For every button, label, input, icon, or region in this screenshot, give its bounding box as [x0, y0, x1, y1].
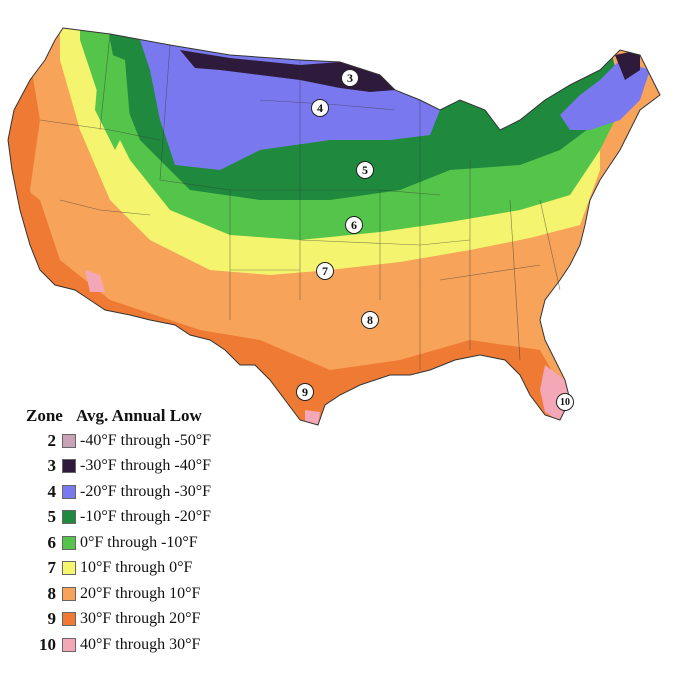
legend-zone-number: 7 — [47, 558, 57, 578]
legend-zone-number: 4 — [47, 481, 57, 501]
zone-legend: Zone Avg. Annual Low 2 -40°F through -50… — [26, 404, 211, 658]
legend-zone-number: 6 — [47, 532, 57, 552]
legend-swatch — [62, 535, 76, 550]
legend-range: 10°F through 0°F — [80, 559, 193, 577]
legend-row-zone-8: 8 20°F through 10°F — [26, 581, 211, 607]
zone-6-west-fill — [95, 50, 130, 150]
map-zone-5-label: 5 — [356, 161, 374, 179]
legend-row-zone-5: 5 -10°F through -20°F — [26, 505, 212, 531]
legend-row-zone-6: 6 0°F through -10°F — [26, 530, 211, 556]
zone-3-ne-fill — [615, 50, 640, 80]
legend-range: -20°F through -30°F — [80, 482, 212, 500]
legend-zone-header: Zone — [26, 406, 63, 425]
map-zone-4-label: 4 — [311, 99, 329, 117]
legend-zone-number: 10 — [39, 634, 56, 654]
map-zone-10-label: 10 — [556, 393, 574, 411]
legend-header: Zone Avg. Annual Low — [26, 404, 211, 428]
zone-10-ca-fill — [85, 270, 105, 292]
legend-swatch — [62, 586, 76, 601]
legend-range: 40°F through 30°F — [80, 635, 201, 653]
legend-range: 0°F through -10°F — [80, 533, 198, 551]
legend-zone-number: 8 — [47, 583, 57, 603]
legend-row-zone-9: 9 30°F through 20°F — [26, 607, 211, 633]
legend-zone-number: 9 — [47, 609, 57, 629]
legend-row-zone-7: 7 10°F through 0°F — [26, 556, 211, 582]
legend-swatch — [62, 510, 76, 525]
legend-low-header: Avg. Annual Low — [76, 406, 202, 425]
legend-swatch — [62, 484, 76, 499]
map-zone-9-label: 9 — [296, 383, 314, 401]
legend-swatch — [62, 637, 76, 652]
legend-swatch — [62, 612, 76, 627]
map-zone-3-label: 3 — [341, 69, 359, 87]
legend-range: -40°F through -50°F — [80, 431, 212, 449]
legend-range: 30°F through 20°F — [80, 610, 201, 628]
legend-zone-number: 3 — [47, 456, 57, 476]
legend-row-zone-3: 3 -30°F through -40°F — [26, 454, 212, 480]
legend-row-zone-4: 4 -20°F through -30°F — [26, 479, 212, 505]
legend-swatch — [62, 433, 76, 448]
legend-range: -10°F through -20°F — [80, 508, 212, 526]
legend-range: -30°F through -40°F — [80, 457, 212, 475]
legend-row-zone-2: 2 -40°F through -50°F — [26, 428, 212, 454]
legend-range: 20°F through 10°F — [80, 584, 201, 602]
legend-row-zone-10: 10 40°F through 30°F — [26, 632, 211, 658]
legend-rows: 2 -40°F through -50°F 3 -30°F through -4… — [26, 428, 211, 658]
legend-swatch — [62, 561, 76, 576]
legend-zone-number: 5 — [47, 507, 57, 527]
map-zone-7-label: 7 — [316, 262, 334, 280]
legend-swatch — [62, 459, 76, 474]
state-borders — [39, 33, 561, 370]
map-zone-6-label: 6 — [345, 216, 363, 234]
map-zone-8-label: 8 — [361, 311, 379, 329]
us-outline — [7, 27, 661, 426]
legend-zone-number: 2 — [47, 430, 57, 450]
